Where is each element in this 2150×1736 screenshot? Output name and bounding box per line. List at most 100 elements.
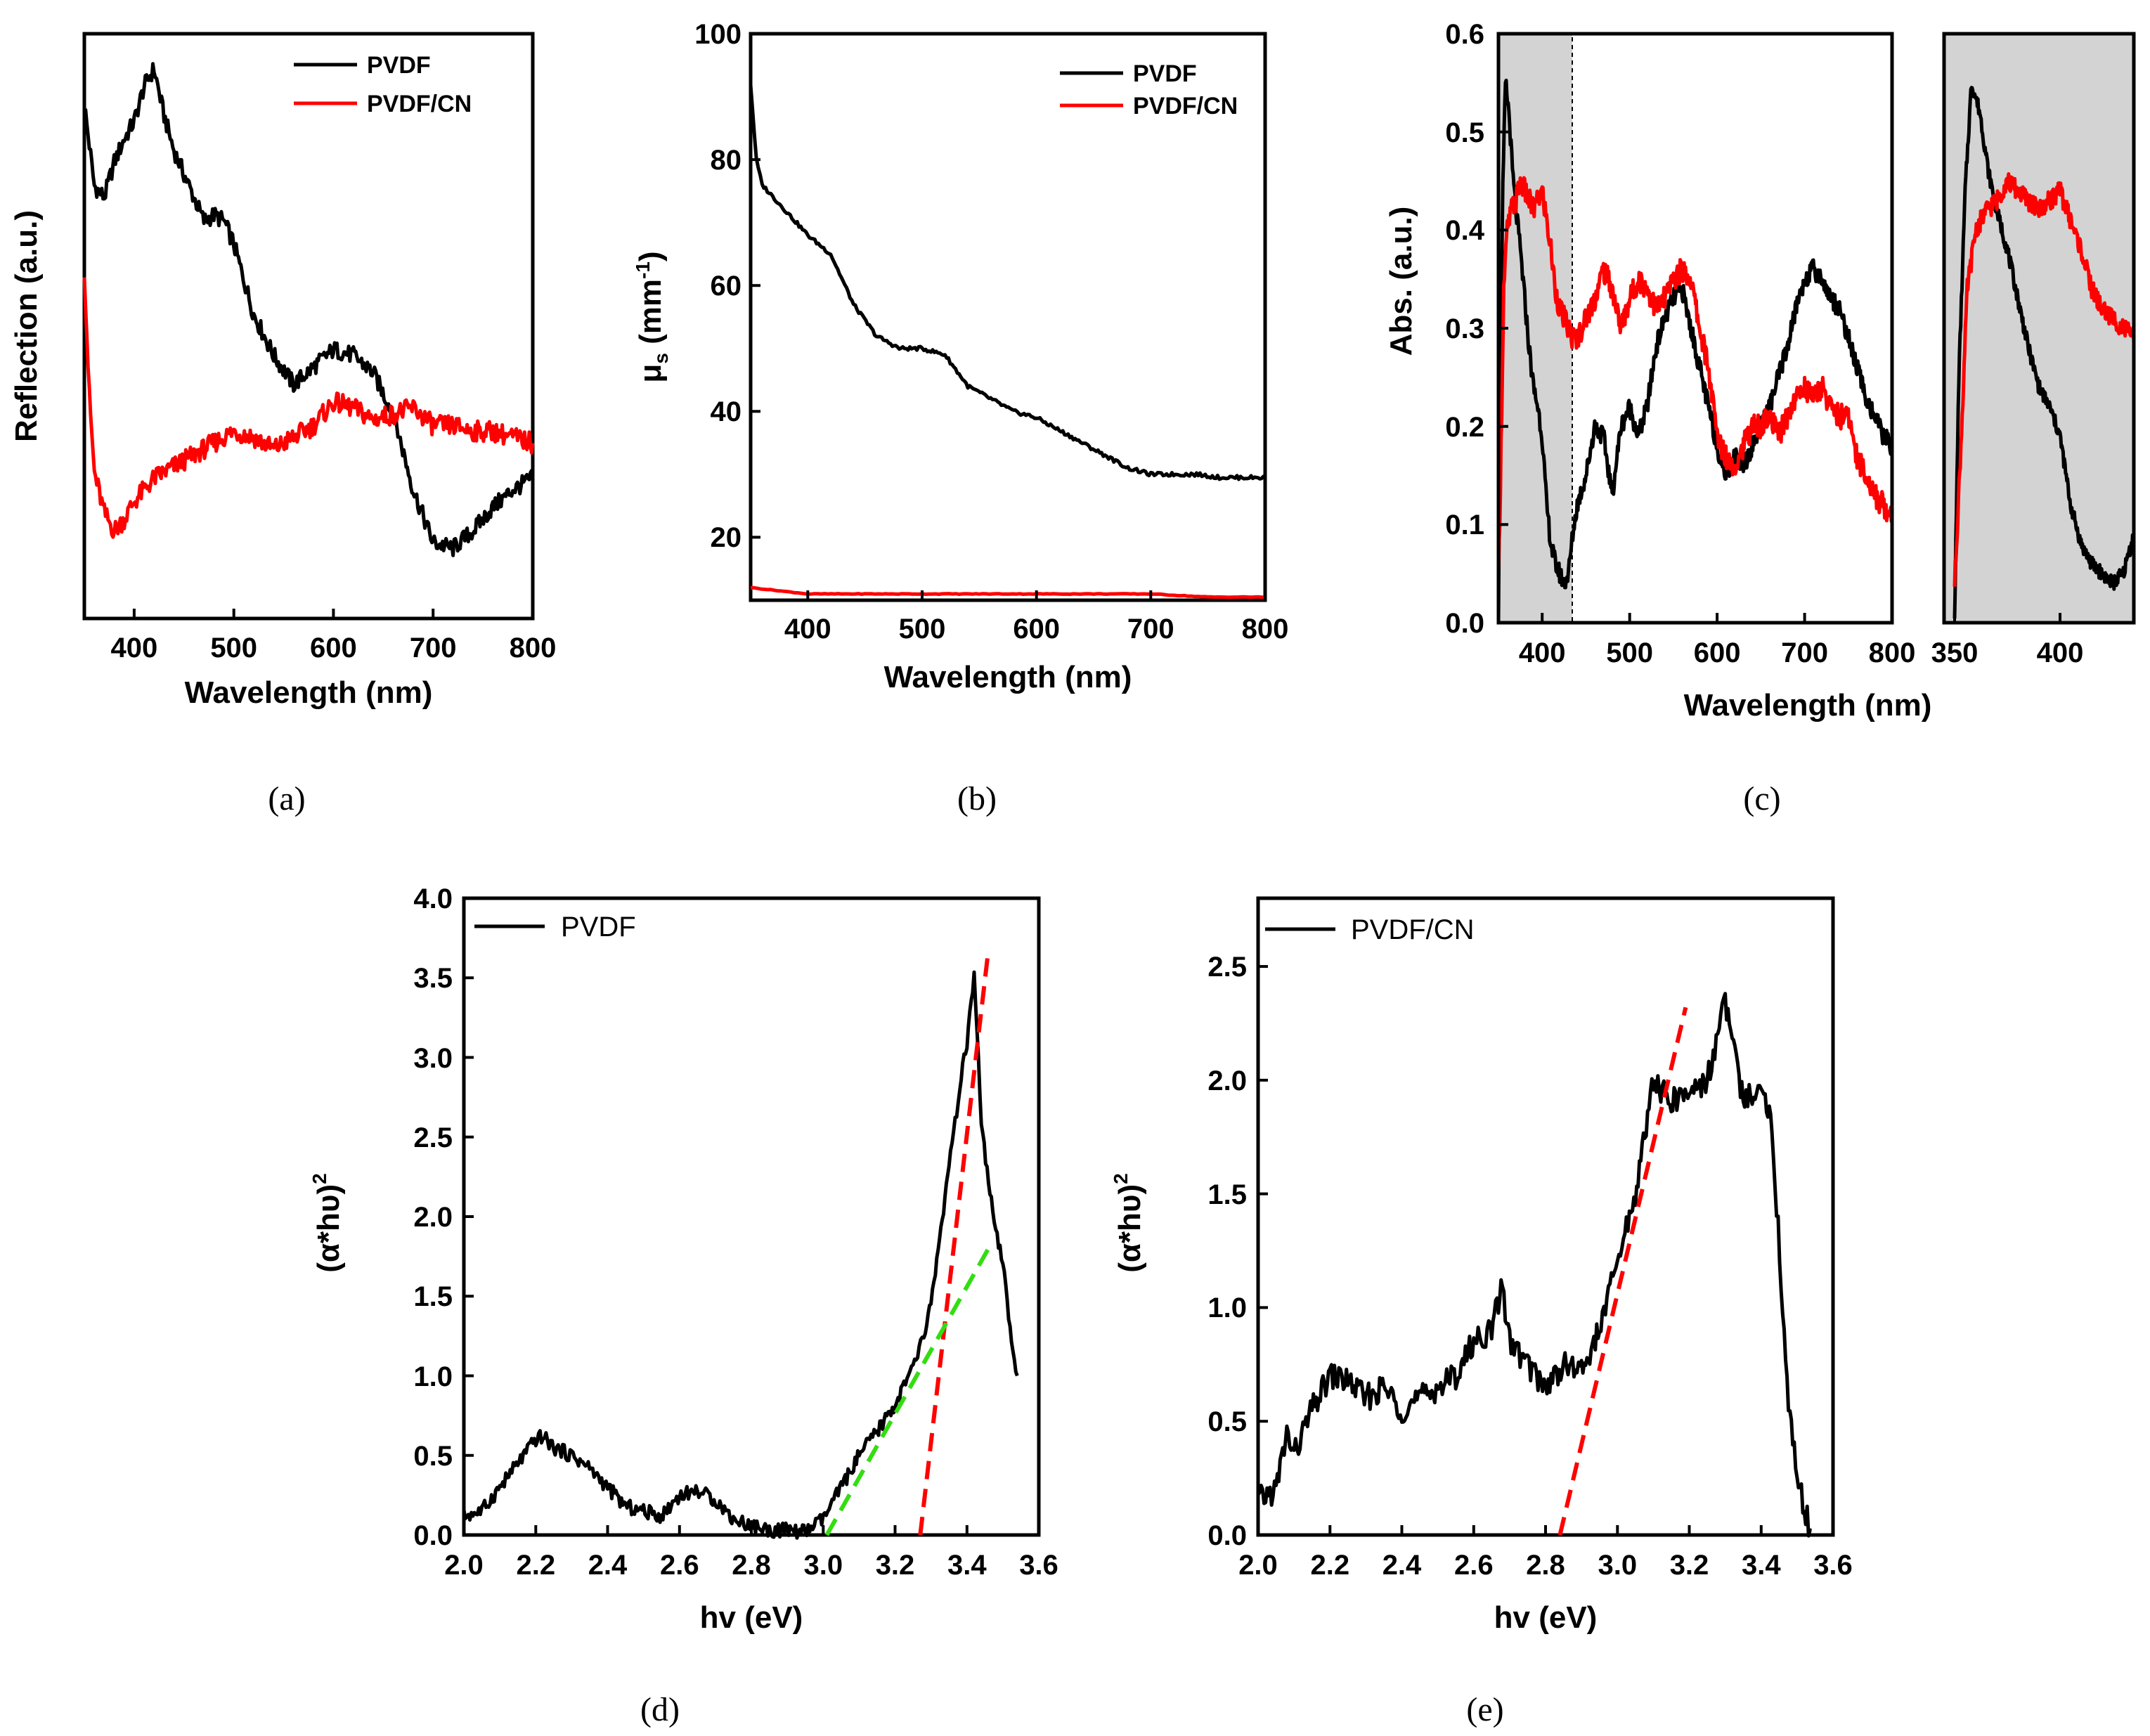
caption-d: (d) (640, 1691, 680, 1728)
panel-d-ylabel: (α*hυ)2 (309, 1173, 346, 1273)
caption-c: (c) (1743, 780, 1780, 817)
panel-d-fit-lines (824, 949, 991, 1536)
y-tick-label: 2.0 (1207, 1065, 1247, 1096)
y-tick-label: 0.2 (1445, 412, 1484, 443)
y-tick-label: 4.0 (413, 883, 453, 914)
ylabel-sup: -1 (632, 261, 654, 279)
legend-label-pvdfcn: PVDF/CN (1133, 93, 1238, 119)
panel-c-yticks: 0.0 0.1 0.2 0.3 0.4 0.5 0.6 (1445, 19, 1508, 639)
x-tick-label: 350 (1931, 637, 1979, 668)
x-tick-label: 3.2 (876, 1550, 915, 1581)
panel-c-series-pvdf (1496, 78, 1894, 622)
panel-e: 2.0 2.2 2.4 2.6 2.8 3.0 3.2 3.4 3.6 0.0 … (1110, 896, 1853, 1728)
panel-a: 400 500 600 700 800 Wavelength (nm) Refl… (9, 32, 557, 817)
x-tick-label: 400 (2037, 637, 2084, 668)
x-tick-label: 3.6 (1019, 1550, 1058, 1581)
x-tick-label: 400 (784, 614, 831, 644)
x-tick-label: 500 (899, 614, 946, 644)
panel-e-fit-lines (1558, 1006, 1688, 1536)
y-tick-label: 0.5 (1207, 1406, 1247, 1437)
x-tick-label: 2.8 (1526, 1550, 1565, 1581)
ylabel-mu: μ (633, 364, 668, 383)
x-tick-label: 3.0 (1598, 1550, 1637, 1581)
panel-a-xticks: 400 500 600 700 800 (111, 609, 557, 663)
ylabel-sup: 2 (1110, 1173, 1132, 1184)
inset-series-pvdf (1953, 86, 2136, 618)
x-tick-label: 700 (1781, 637, 1828, 668)
fit-line-red (1558, 1006, 1688, 1536)
x-tick-label: 600 (310, 633, 357, 663)
fit-line-green (824, 1247, 991, 1536)
panel-b-xlabel: Wavelength (nm) (884, 660, 1132, 694)
panel-c-series-pvdfcn (1496, 176, 1894, 572)
panel-b-series-pvdf (749, 84, 1267, 481)
y-tick-label: 0.5 (413, 1441, 453, 1472)
y-tick-label: 0.5 (1445, 117, 1484, 148)
caption-b: (b) (957, 780, 997, 817)
ylabel-sup: 2 (309, 1173, 330, 1184)
panel-c-xticks: 400 500 600 700 800 (1519, 613, 1916, 668)
ylabel-sub: s (650, 353, 672, 364)
x-tick-label: 700 (1127, 614, 1174, 644)
legend-label-pvdf: PVDF (561, 912, 636, 943)
panel-a-legend: PVDF PVDF/CN (294, 52, 472, 117)
panel-b-series-pvdfcn (751, 585, 1266, 600)
x-tick-label: 3.4 (947, 1550, 987, 1581)
panel-e-series-pvdfcn (1256, 992, 1812, 1538)
inset-series-pvdfcn (1953, 172, 2136, 587)
caption-e: (e) (1466, 1691, 1503, 1728)
y-tick-label: 0.4 (1445, 215, 1484, 246)
x-tick-label: 400 (1519, 637, 1566, 668)
y-tick-label: 1.5 (413, 1281, 453, 1312)
y-tick-label: 60 (711, 271, 742, 302)
panel-a-line-pvdf (84, 62, 535, 557)
x-tick-label: 500 (210, 633, 257, 663)
panel-e-ylabel: (α*hυ)2 (1110, 1173, 1147, 1273)
panel-e-frame (1256, 896, 1835, 1537)
y-tick-label: 0.0 (1445, 608, 1484, 639)
panel-c-inset: 350 400 (1931, 32, 2136, 668)
ylabel-base: (α*hυ) (311, 1184, 346, 1273)
x-tick-label: 800 (1869, 637, 1916, 668)
x-tick-label: 2.0 (1238, 1550, 1278, 1581)
y-tick-label: 1.0 (1207, 1293, 1247, 1323)
y-tick-label: 3.0 (413, 1043, 453, 1074)
panel-b-line-pvdfcn (751, 585, 1266, 600)
x-tick-label: 2.2 (1310, 1550, 1349, 1581)
panel-c-line-pvdfcn (1496, 176, 1894, 572)
y-tick-label: 1.5 (1207, 1179, 1247, 1210)
inset-line-pvdfcn (1953, 172, 2136, 587)
panel-d: 2.0 2.2 2.4 2.6 2.8 3.0 3.2 3.4 3.6 0.0 … (309, 883, 1058, 1728)
x-tick-label: 800 (510, 633, 557, 663)
panel-b-yticks: 20 40 60 80 100 (694, 19, 760, 553)
y-tick-label: 3.5 (413, 963, 453, 994)
y-tick-label: 0.6 (1445, 19, 1484, 50)
y-tick-label: 2.5 (1207, 952, 1247, 983)
fit-line-red (918, 949, 991, 1536)
panel-c-ylabel: Abs. (a.u.) (1384, 207, 1418, 356)
y-tick-label: 1.0 (413, 1361, 453, 1392)
panel-e-xlabel: hv (eV) (1494, 1600, 1598, 1635)
panel-a-series-pvdfcn (82, 277, 535, 539)
y-tick-label: 2.5 (413, 1122, 453, 1153)
panel-d-xlabel: hv (eV) (700, 1600, 803, 1635)
panel-d-xticks: 2.0 2.2 2.4 2.6 2.8 3.0 3.2 3.4 3.6 (444, 1525, 1058, 1581)
panel-b-xticks: 400 500 600 700 800 (784, 590, 1288, 644)
panel-a-ylabel: Reflection (a.u.) (9, 210, 44, 442)
x-tick-label: 3.4 (1742, 1550, 1781, 1581)
y-tick-label: 0.3 (1445, 313, 1484, 344)
y-tick-label: 0.0 (1207, 1520, 1247, 1551)
panel-e-yticks: 0.0 0.5 1.0 1.5 2.0 2.5 (1207, 952, 1268, 1551)
panel-b-legend: PVDF PVDF/CN (1060, 60, 1238, 119)
x-tick-label: 2.2 (516, 1550, 555, 1581)
panel-a-series-pvdf (84, 62, 535, 557)
panel-d-legend: PVDF (474, 912, 636, 943)
panel-c-line-pvdf (1496, 78, 1894, 622)
panel-a-xlabel: Wavelength (nm) (185, 675, 433, 710)
ylabel-mid: (mm (633, 279, 668, 353)
panel-b-ylabel: μs (mm-1) (632, 251, 672, 382)
x-tick-label: 600 (1694, 637, 1741, 668)
panel-e-line-pvdfcn (1256, 992, 1812, 1538)
y-tick-label: 80 (711, 145, 742, 176)
